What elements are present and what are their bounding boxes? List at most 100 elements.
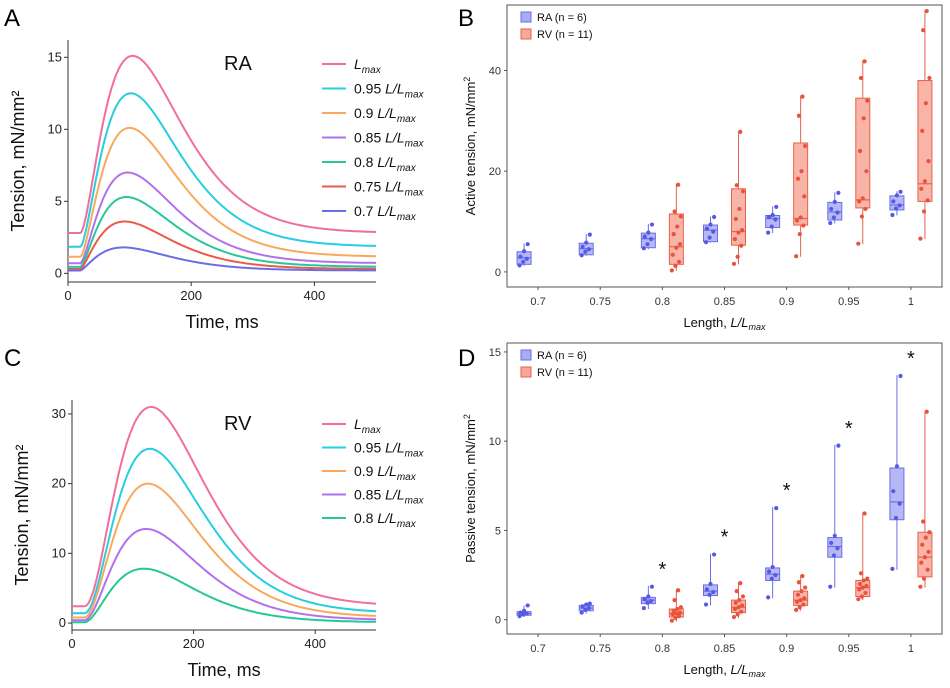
panel-d-point-rv xyxy=(736,605,741,610)
panel-b-point-rv xyxy=(799,169,804,174)
panel-b-point-ra xyxy=(583,249,588,254)
panel-d-point-rv xyxy=(676,614,682,619)
panel-b-point-ra xyxy=(587,232,592,237)
panel-d-point-ra xyxy=(642,597,647,602)
panel-c-legend-label-0: Lmax xyxy=(354,416,382,436)
panel-b-point-ra xyxy=(708,222,713,227)
panel-d-point-ra xyxy=(703,602,709,607)
panel-b-point-ra xyxy=(525,242,530,247)
panel-d-point-rv xyxy=(925,567,930,572)
panel-b-point-ra xyxy=(774,204,779,210)
panel-d-legend-swatch-ra xyxy=(520,349,532,361)
panel-b-point-rv xyxy=(926,159,931,164)
panel-a-series-line-2 xyxy=(68,126,376,258)
panel-b-point-ra xyxy=(521,249,527,254)
panel-b-significance-star: * xyxy=(907,0,915,5)
panel-d-point-ra xyxy=(648,598,654,604)
panel-b-point-ra xyxy=(518,254,523,259)
panel-d-point-rv xyxy=(924,409,929,414)
panel-b-point-rv xyxy=(736,230,741,235)
panel-b-point-ra xyxy=(703,240,709,245)
panel-d-point-ra xyxy=(584,602,589,607)
panel-d-point-ra xyxy=(711,589,716,595)
panel-d-point-rv xyxy=(857,581,863,587)
panel-b-point-rv xyxy=(924,8,929,14)
panel-d-point-rv xyxy=(798,597,803,603)
panel-b-point-rv xyxy=(920,128,925,133)
panel-a-legend-label-1: 0.95 L/Lmax xyxy=(354,81,425,101)
panel-d-point-rv xyxy=(859,594,864,599)
panel-b-legend-swatch-ra xyxy=(520,11,532,23)
panel-d-point-rv xyxy=(863,590,868,596)
panel-d-point-rv xyxy=(739,609,744,614)
panel-b-point-rv xyxy=(922,179,928,184)
panel-b-point-ra xyxy=(649,222,655,227)
panel-d-point-rv xyxy=(802,596,807,601)
panel-c-y-tick-label: 0 xyxy=(59,615,66,630)
panel-d-point-rv xyxy=(920,542,925,547)
panel-d-box-ra xyxy=(889,467,905,521)
panel-b-point-ra xyxy=(517,263,522,268)
panel-d-legend-label-rv: RV (n = 11) xyxy=(537,367,593,379)
panel-d-point-ra xyxy=(707,592,712,597)
panel-a-legend-label-4: 0.8 L/Lmax xyxy=(354,154,417,174)
panel-d-point-rv xyxy=(675,606,680,612)
panel-d-point-rv xyxy=(678,605,683,610)
panel-b-plot-frame xyxy=(506,4,943,288)
panel-d-point-ra xyxy=(769,576,774,581)
panel-d-y-tick-label: 5 xyxy=(495,525,501,537)
panel-c-legend-label-4: 0.8 L/Lmax xyxy=(354,510,417,530)
panel-d-point-rv xyxy=(861,578,866,583)
panel-d-x-tick-label: 0.75 xyxy=(590,643,611,655)
panel-d-x-tick-label: 0.95 xyxy=(838,643,859,655)
panel-d-point-rv xyxy=(862,511,867,516)
panel-d-point-ra xyxy=(587,601,592,606)
panel-d-point-rv xyxy=(800,573,805,579)
panel-b-point-rv xyxy=(733,216,738,222)
panel-d-point-ra xyxy=(517,614,522,619)
panel-d-point-ra xyxy=(641,606,646,611)
panel-b-point-rv xyxy=(857,199,862,204)
panel-d-point-ra xyxy=(583,607,588,612)
panel-d-y-tick-label: 0 xyxy=(495,615,501,627)
panel-b-point-rv xyxy=(677,242,683,247)
panel-d-point-rv xyxy=(732,606,738,612)
panel-d-point-rv xyxy=(801,602,806,607)
panel-b-x-tick-label: 0.85 xyxy=(714,296,735,308)
panel-d-point-rv xyxy=(926,549,931,554)
panel-d-significance-star: * xyxy=(658,559,666,581)
panel-b-point-rv xyxy=(927,75,932,81)
panel-b-point-rv xyxy=(861,116,866,121)
panel-d-point-ra xyxy=(579,610,584,615)
panel-b-legend-label-ra: RA (n = 6) xyxy=(537,12,587,24)
panel-b-point-rv xyxy=(669,268,674,273)
panel-d-y-tick-label: 10 xyxy=(489,436,501,448)
panel-b-point-rv xyxy=(796,113,801,118)
panel-b-legend-swatch-rv xyxy=(520,28,532,40)
panel-d-point-rv xyxy=(856,597,861,602)
panel-a-series-line-0 xyxy=(68,54,376,234)
panel-a-x-tick-label: 200 xyxy=(180,288,202,303)
panel-d-point-rv xyxy=(857,587,862,592)
panel-b-point-rv xyxy=(797,232,802,237)
panel-c-series-line-3 xyxy=(72,527,376,622)
panel-b-point-ra xyxy=(831,215,836,220)
panel-b-point-rv xyxy=(802,194,807,199)
panel-b-point-rv xyxy=(671,232,676,237)
panel-b-point-ra xyxy=(586,247,592,252)
panel-b-point-rv xyxy=(674,245,679,250)
panel-d-significance-star: * xyxy=(783,480,791,502)
panel-c-chamber-label: RV xyxy=(224,413,252,435)
panel-b-point-ra xyxy=(898,189,903,194)
panel-d-x-tick-label: 0.7 xyxy=(530,643,545,655)
panel-d-point-rv xyxy=(731,614,737,620)
panel-c-x-tick-label: 200 xyxy=(183,636,205,651)
panel-d-point-ra xyxy=(580,604,585,609)
panel-b-point-rv xyxy=(860,196,865,201)
panel-b-x-tick-label: 0.95 xyxy=(838,296,859,308)
panel-c-y-axis-label: Tension, mN/mm² xyxy=(12,444,32,585)
panel-d-point-ra xyxy=(708,581,713,587)
panel-d-point-rv xyxy=(858,571,864,576)
panel-a-x-tick-label: 400 xyxy=(304,288,326,303)
panel-a-y-tick-label: 5 xyxy=(55,193,62,208)
